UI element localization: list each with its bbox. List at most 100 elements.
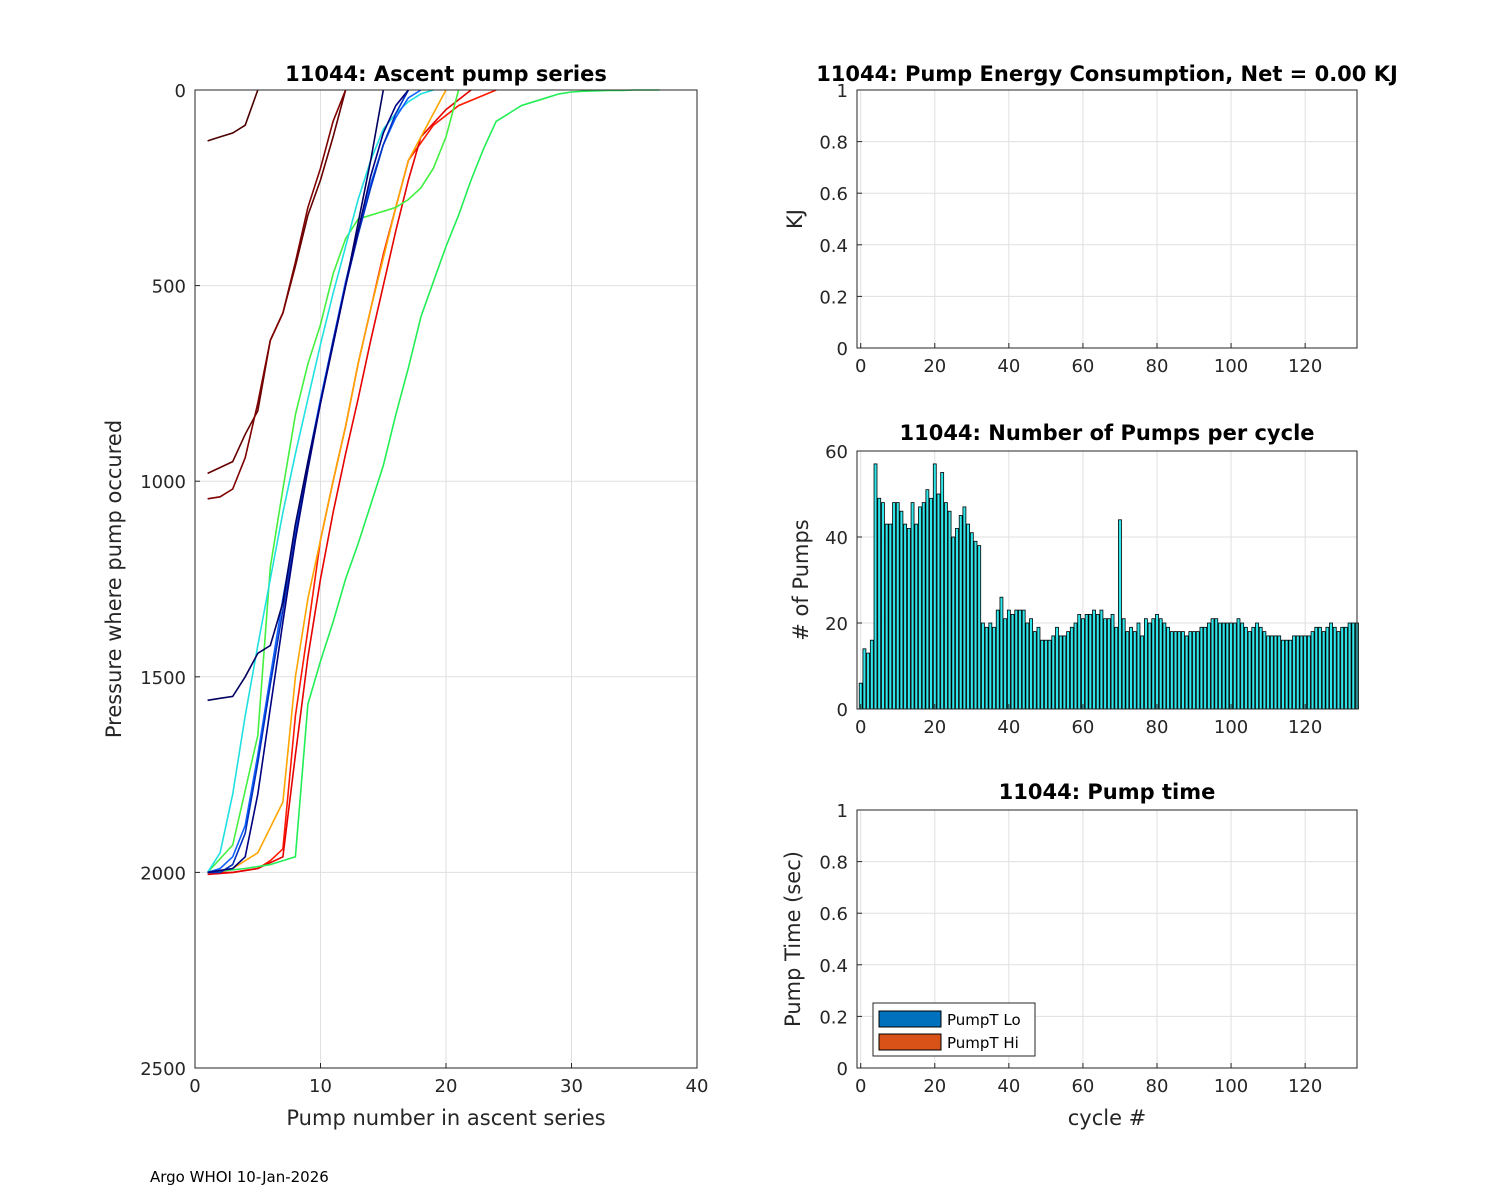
pumps-bar <box>1040 639 1045 710</box>
pumps-bar <box>1284 639 1289 710</box>
energy-xtick-label: 0 <box>855 356 866 377</box>
ascent-axes-box <box>194 89 698 1069</box>
pumps-bar <box>1158 618 1163 710</box>
pumps-bar <box>1162 622 1167 710</box>
pumps-bar <box>877 497 882 710</box>
pumps-bar <box>1151 618 1156 710</box>
pumps-bar <box>1103 618 1108 710</box>
legend-label-pumpt-lo: PumpT Lo <box>947 1011 1021 1029</box>
ascent-xtick-label: 40 <box>686 1076 709 1097</box>
pumps-bar <box>1184 635 1189 710</box>
pumptime-title: 11044: Pump time <box>999 780 1216 804</box>
pumps-xtick-label: 40 <box>997 717 1020 738</box>
ascent-series-line <box>207 89 259 142</box>
pumps-bar <box>1032 631 1037 710</box>
energy-ytick-label: 0.4 <box>819 236 848 257</box>
ascent-ytick-label: 2500 <box>140 1059 186 1080</box>
pumps-ytick-label: 20 <box>825 614 848 635</box>
pumps-bar <box>1147 622 1152 710</box>
pumps-bar <box>1266 635 1270 710</box>
pumptime-ytick-label: 1 <box>837 801 848 822</box>
pumps-bar <box>1177 631 1182 710</box>
energy-ytick-label: 0.8 <box>819 133 848 154</box>
pumps-bar <box>873 463 878 710</box>
pumptime-axes-box <box>856 809 1358 1069</box>
pumps-bar <box>1236 618 1241 710</box>
pumps-bar <box>936 493 941 710</box>
pumps-bar <box>1021 609 1026 710</box>
pumps-bar <box>1018 609 1022 710</box>
pumps-bar <box>1221 622 1226 710</box>
legend-label-pumpt-hi: PumpT Hi <box>947 1034 1019 1052</box>
pumps-bar <box>1258 626 1263 710</box>
ascent-ytick-label: 0 <box>175 81 186 102</box>
pumps-bar <box>1203 626 1208 710</box>
ascent-tick-labels: 0 10 20 30 40 0 500 1000 1500 2000 2500 <box>140 81 708 1097</box>
pumptime-ylabel: Pump Time (sec) <box>781 851 805 1027</box>
pumps-bar <box>1110 614 1115 710</box>
pumps-bar <box>1144 618 1148 710</box>
pumps-bar <box>1047 639 1052 710</box>
pumps-bar <box>1114 626 1119 710</box>
pumps-bar <box>1295 635 1300 710</box>
ascent-series-line <box>207 89 460 873</box>
pumps-bar <box>1073 622 1078 710</box>
pumps-bar <box>1066 631 1070 710</box>
pumps-ytick-label: 0 <box>837 700 848 721</box>
pumps-bar <box>881 502 885 710</box>
pumps-bar <box>866 652 870 710</box>
energy-xtick-label: 60 <box>1071 356 1094 377</box>
pumps-bar <box>1029 618 1033 710</box>
pumps-ytick-label: 40 <box>825 528 848 549</box>
pumps-bar <box>955 528 959 710</box>
ascent-ytick-label: 2000 <box>140 863 186 884</box>
pumps-bar <box>962 506 967 710</box>
pumps-bar <box>888 523 893 710</box>
pumps-bar <box>1192 631 1196 710</box>
pumps-bar <box>1314 626 1319 710</box>
pumps-bar <box>1269 635 1274 710</box>
pumps-bar <box>1281 639 1285 710</box>
pumps-bar <box>1092 609 1096 710</box>
pumptime-xtick-label: 120 <box>1288 1076 1322 1097</box>
ascent-series-line <box>207 89 447 874</box>
pumptime-ytick-label: 0 <box>837 1059 848 1080</box>
pumps-bar <box>1081 618 1085 710</box>
pumps-bar <box>966 523 970 710</box>
pumps-bar <box>1051 635 1056 710</box>
pumps-bar <box>1336 631 1341 710</box>
ascent-title: 11044: Ascent pump series <box>285 62 607 86</box>
energy-xtick-label: 120 <box>1288 356 1322 377</box>
pumps-bars-group <box>858 463 1359 710</box>
pumptime-chart: 0 20 40 60 80 100 120 0 0.2 0.4 0.6 0.8 1 11044: Pum… <box>781 780 1358 1130</box>
pumps-bar <box>1010 614 1015 710</box>
pumptime-xtick-label: 40 <box>997 1076 1020 1097</box>
energy-ytick-label: 0.6 <box>819 184 848 205</box>
pumps-bar <box>951 536 956 710</box>
pumptime-xlabel: cycle # <box>1068 1106 1147 1130</box>
ascent-ytick-label: 1000 <box>140 472 186 493</box>
ascent-ytick-label: 1500 <box>140 668 186 689</box>
pumps-bar <box>1129 626 1133 710</box>
energy-axes-box <box>856 89 1358 349</box>
ascent-series-line <box>207 89 347 500</box>
pumps-bar <box>1344 626 1348 710</box>
pumptime-xtick-label: 100 <box>1214 1076 1248 1097</box>
footer-credit: Argo WHOI 10-Jan-2026 <box>150 1168 329 1186</box>
pumps-bar <box>906 528 911 710</box>
pumps-bar <box>995 609 1000 710</box>
energy-ytick-label: 1 <box>837 81 848 102</box>
pumps-bar <box>1125 631 1130 710</box>
legend-swatch-pumpt-lo <box>878 1010 942 1028</box>
pumps-bar <box>918 506 922 710</box>
pumps-tick-labels: 0 20 40 60 80 100 120 0 20 40 60 <box>825 442 1322 738</box>
pumps-bar <box>1006 609 1011 710</box>
pumps-xtick-label: 0 <box>855 717 866 738</box>
ascent-xtick-label: 10 <box>309 1076 332 1097</box>
pumps-bar <box>1299 635 1304 710</box>
pumps-bar <box>899 510 904 710</box>
pumps-bar <box>1062 635 1067 710</box>
pumps-bar <box>1240 622 1245 710</box>
pumps-bar <box>992 626 996 710</box>
pumps-bar <box>895 502 900 710</box>
